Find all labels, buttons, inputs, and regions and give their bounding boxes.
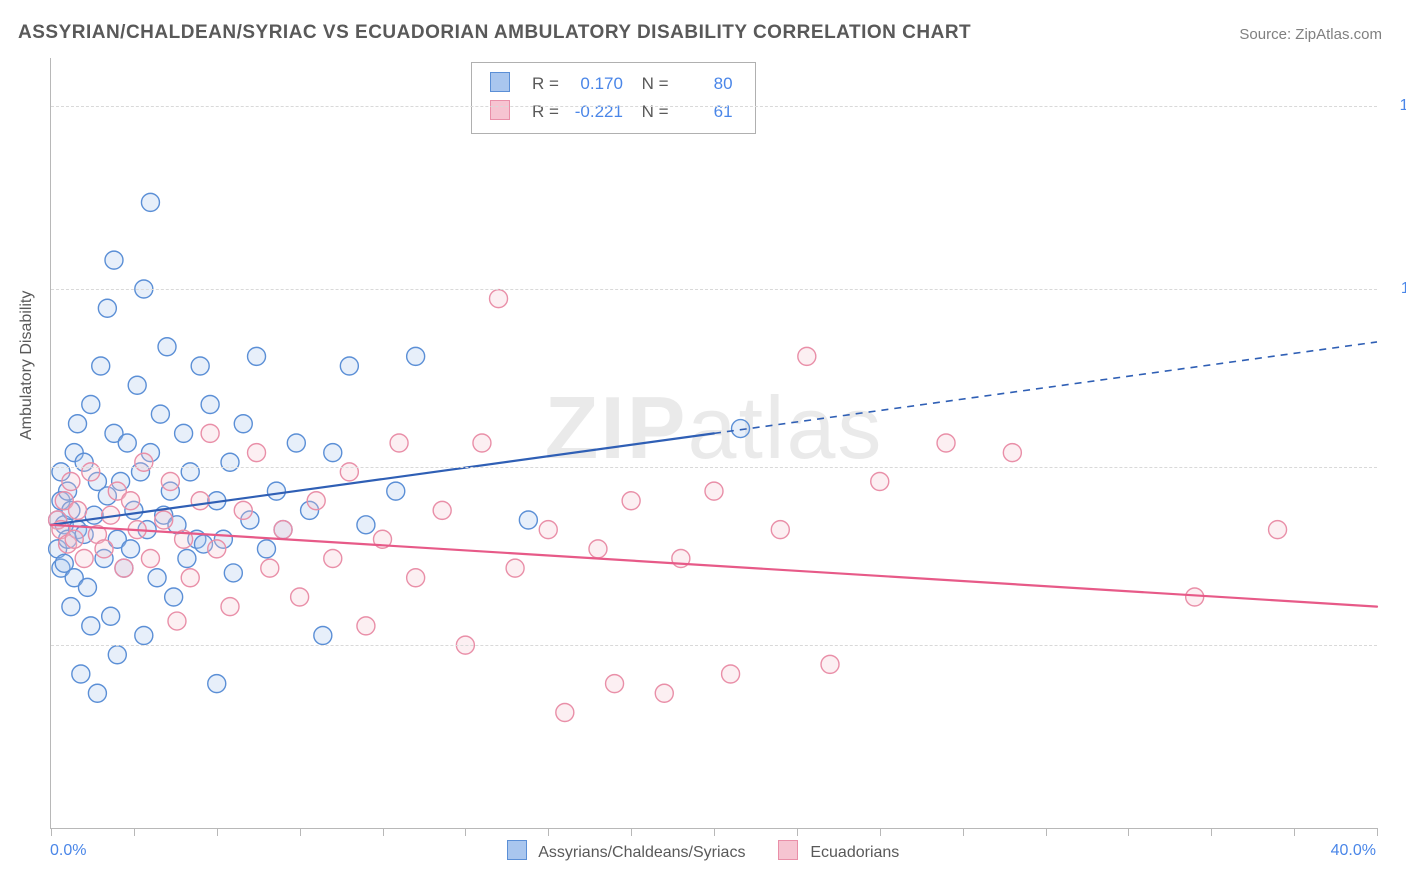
source-value: ZipAtlas.com — [1295, 26, 1382, 43]
chart-title: ASSYRIAN/CHALDEAN/SYRIAC VS ECUADORIAN A… — [18, 22, 971, 44]
stats-r-a: 0.170 — [573, 71, 623, 97]
stats-row-series-a: R = 0.170 N = 80 — [484, 71, 739, 97]
legend-swatch-a — [507, 840, 527, 860]
legend-label-a: Assyrians/Chaldeans/Syriacs — [538, 844, 745, 861]
y-tick-label: 15.0% — [1400, 97, 1406, 115]
chart-svg-layer — [51, 58, 1377, 828]
source-label: Source: — [1239, 26, 1291, 43]
legend-swatch-b — [778, 840, 798, 860]
stats-n-b: 61 — [683, 99, 733, 125]
stats-swatch-a — [490, 72, 510, 92]
plot-area: ZIPatlas R = 0.170 N = 80 R = -0.221 N =… — [50, 58, 1377, 829]
correlation-stats-box: R = 0.170 N = 80 R = -0.221 N = 61 — [471, 62, 756, 134]
stats-r-b: -0.221 — [573, 99, 623, 125]
y-axis-label: Ambulatory Disability — [18, 291, 36, 440]
stats-n-a: 80 — [683, 71, 733, 97]
legend-item-a: Assyrians/Chaldeans/Syriacs — [507, 840, 746, 862]
legend-bottom: Assyrians/Chaldeans/Syriacs Ecuadorians — [0, 840, 1406, 862]
stats-row-series-b: R = -0.221 N = 61 — [484, 99, 739, 125]
legend-label-b: Ecuadorians — [810, 844, 899, 861]
stats-swatch-b — [490, 100, 510, 120]
source-attribution: Source: ZipAtlas.com — [1239, 26, 1382, 43]
chart-container: ASSYRIAN/CHALDEAN/SYRIAC VS ECUADORIAN A… — [0, 0, 1406, 892]
legend-item-b: Ecuadorians — [778, 840, 899, 862]
y-tick-label: 11.2% — [1401, 280, 1406, 298]
